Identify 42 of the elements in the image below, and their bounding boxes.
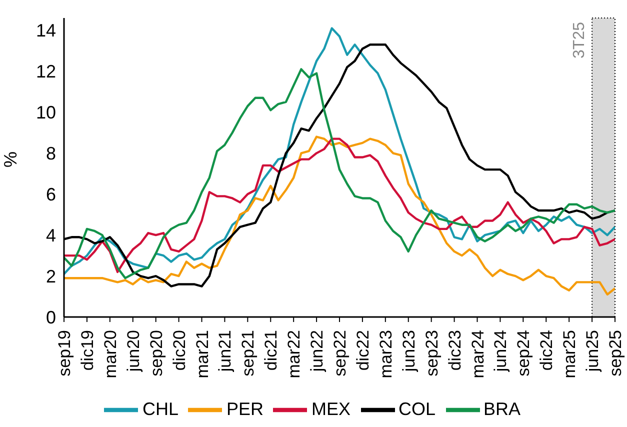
- x-tick-label: dic20: [170, 330, 189, 371]
- x-tick-label: jun23: [399, 330, 418, 373]
- x-tick-label: sep22: [330, 330, 350, 376]
- legend-label: COL: [398, 398, 436, 419]
- x-tick-label: sep20: [146, 330, 166, 376]
- line-series: [64, 138, 615, 274]
- legend-label: CHL: [142, 398, 178, 419]
- x-tick-label: dic19: [78, 330, 97, 371]
- x-tick-label: sep19: [55, 330, 74, 376]
- y-tick-label: 12: [36, 62, 56, 82]
- legend-label: PER: [226, 398, 264, 419]
- legend-label: BRA: [484, 398, 521, 419]
- x-tick-label: jun22: [308, 330, 327, 373]
- x-tick-label: jun24: [491, 330, 510, 373]
- x-tick-label: sep23: [422, 330, 442, 376]
- y-tick-label: 14: [36, 20, 56, 41]
- band-label: 3T25: [571, 22, 588, 58]
- legend-label: MEX: [311, 398, 350, 419]
- x-tick-label: dic23: [445, 330, 464, 371]
- x-tick-label: sep24: [514, 330, 534, 376]
- x-tick-label: mar21: [192, 330, 212, 378]
- x-tick-label: jun21: [216, 330, 235, 373]
- x-tick-label: mar20: [100, 330, 120, 378]
- x-tick-label: mar23: [376, 330, 396, 378]
- x-tick-label: mar25: [560, 330, 580, 378]
- y-tick-label: 0: [46, 307, 56, 328]
- y-tick-label: 10: [36, 102, 56, 123]
- y-tick-label: 8: [46, 144, 56, 164]
- line-series: [64, 136, 615, 296]
- x-tick-label: sep25: [606, 330, 625, 376]
- x-tick-label: jun25: [583, 330, 602, 373]
- x-tick-label: sep21: [238, 330, 258, 376]
- y-tick-label: 6: [46, 184, 56, 205]
- y-tick-label: 4: [46, 225, 56, 246]
- x-tick-label: dic22: [353, 330, 372, 371]
- x-tick-label: dic21: [262, 330, 281, 371]
- y-axis-title: %: [0, 151, 20, 168]
- y-tick-label: 2: [46, 266, 56, 286]
- x-tick-label: mar22: [284, 330, 304, 378]
- x-tick-label: mar24: [468, 330, 488, 378]
- x-tick-label: dic24: [537, 330, 556, 371]
- x-tick-label: jun20: [124, 330, 143, 373]
